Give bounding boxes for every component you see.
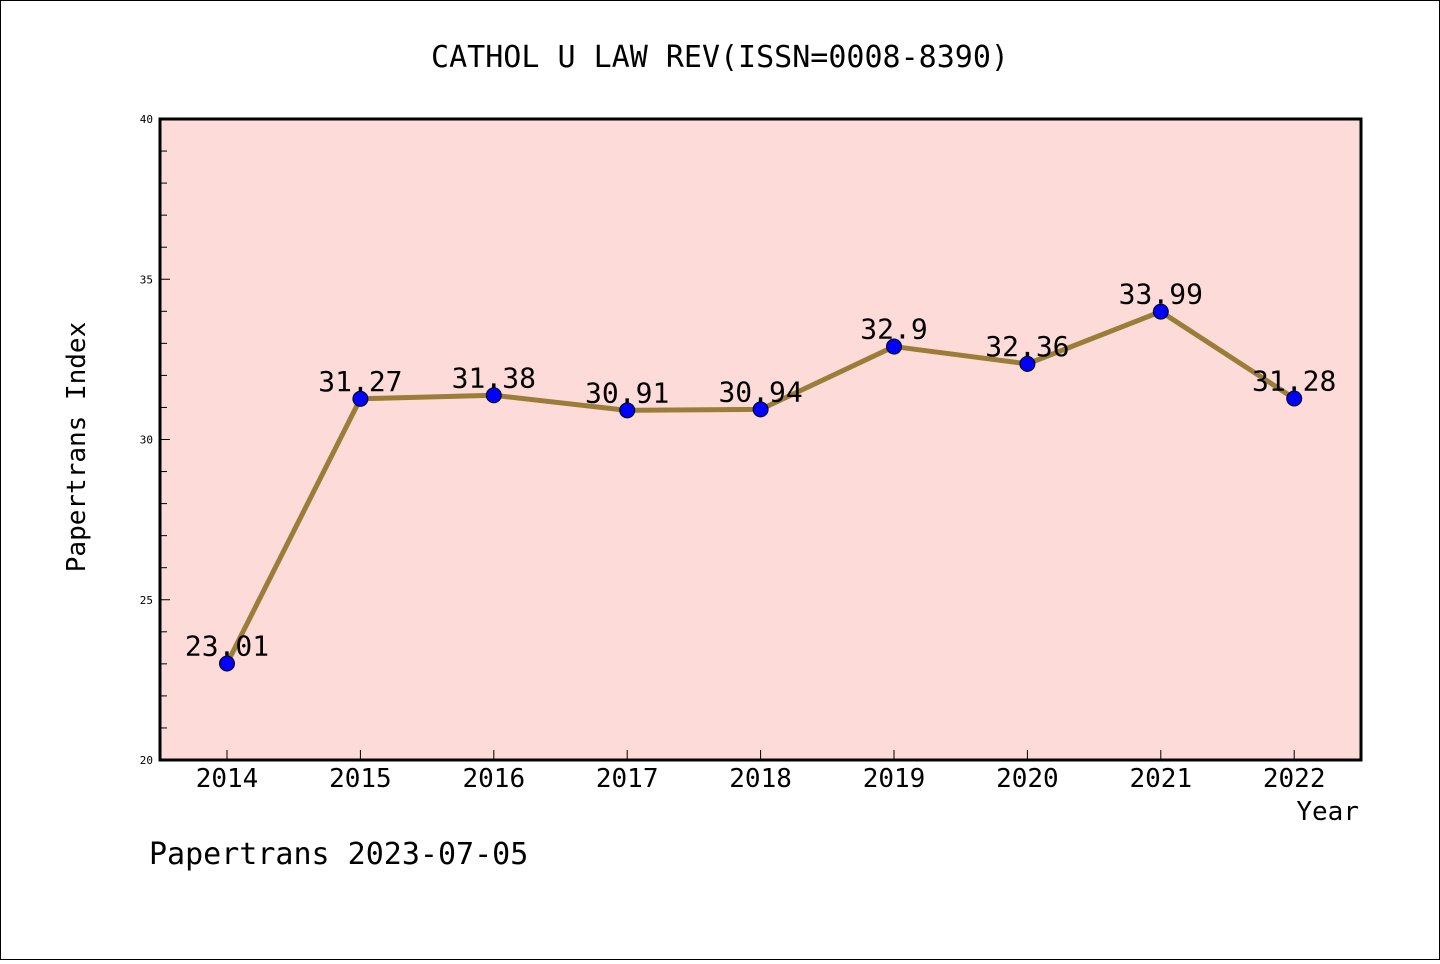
data-point-marker	[352, 390, 369, 407]
data-label: 23.01	[185, 630, 269, 663]
data-point-marker	[1152, 303, 1169, 320]
data-label: 31.38	[452, 361, 536, 394]
data-point-marker	[752, 401, 769, 418]
data-point-marker	[1019, 355, 1036, 372]
data-label: 31.28	[1252, 364, 1336, 397]
data-point-marker	[485, 387, 502, 404]
data-label: 32.9	[860, 313, 927, 346]
y-axis-label: Papertrans Index	[62, 322, 92, 572]
x-tick-label: 2022	[1263, 764, 1326, 794]
data-point-marker	[1286, 390, 1303, 407]
x-tick-label: 2018	[729, 764, 792, 794]
y-tick-label: 30	[140, 434, 153, 447]
x-tick-label: 2017	[596, 764, 659, 794]
y-tick-label: 40	[140, 113, 153, 126]
data-markers	[219, 303, 1303, 672]
x-tick-label: 2019	[863, 764, 926, 794]
chart-title: CATHOL U LAW REV(ISSN=0008-8390)	[431, 40, 1009, 75]
data-point-marker	[619, 402, 636, 419]
y-tick-label: 25	[140, 594, 153, 607]
x-tick-label: 2021	[1129, 764, 1192, 794]
x-tick-label: 2015	[329, 764, 392, 794]
data-label: 31.27	[318, 365, 402, 398]
y-axis: 20 25 30 35 40	[140, 113, 170, 767]
data-label: 33.99	[1119, 278, 1203, 311]
x-axis-label: Year	[1296, 797, 1359, 827]
data-point-marker	[219, 655, 235, 672]
x-axis: 2014 2015 2016 2017 2018 2019 2020 2021 2022	[196, 750, 1326, 794]
plot-area	[158, 117, 1363, 762]
data-point-marker	[886, 338, 902, 355]
footer-text: Papertrans 2023-07-05	[149, 837, 528, 872]
y-tick-label: 35	[140, 273, 153, 286]
y-tick-label: 20	[140, 754, 153, 767]
x-tick-label: 2016	[462, 764, 525, 794]
data-label: 30.91	[585, 376, 669, 409]
x-tick-label: 2020	[996, 764, 1059, 794]
x-tick-label: 2014	[196, 764, 259, 794]
data-label: 30.94	[718, 375, 802, 408]
data-labels: 23.01 31.27 31.38 30.91 30.94 32.9 32.36 33.99 3…	[185, 278, 1336, 663]
data-label: 32.36	[985, 330, 1069, 363]
